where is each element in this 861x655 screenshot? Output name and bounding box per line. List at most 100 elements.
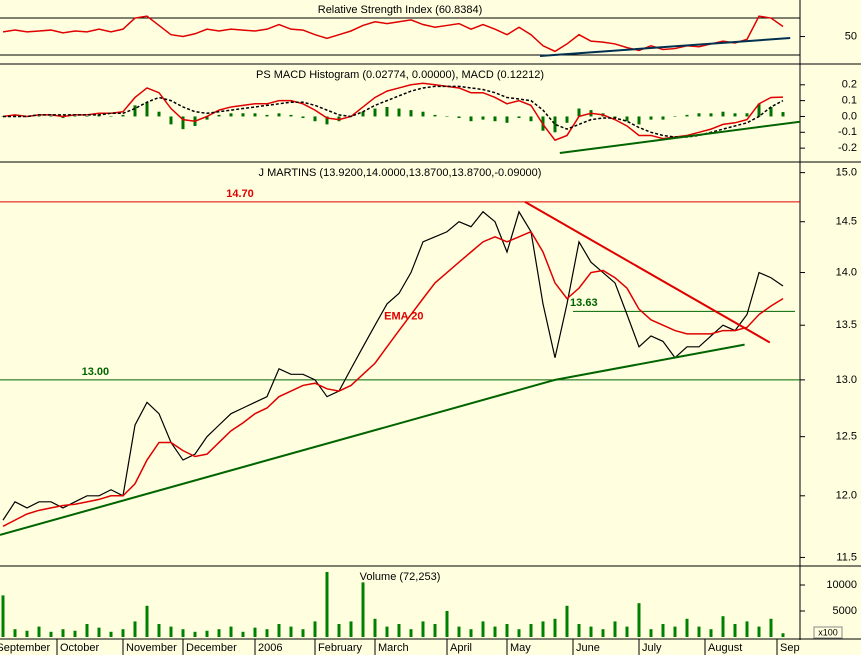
bar xyxy=(589,626,593,637)
bar xyxy=(733,623,737,637)
bar xyxy=(253,627,257,637)
bar xyxy=(265,114,269,117)
bar xyxy=(769,106,773,117)
bar xyxy=(541,621,545,637)
bar xyxy=(229,113,233,117)
bar xyxy=(337,116,341,122)
y-tick-label: 14.5 xyxy=(836,216,857,228)
bar xyxy=(397,108,401,117)
bar xyxy=(145,102,149,117)
bar xyxy=(649,629,653,637)
bar xyxy=(133,621,137,637)
bar xyxy=(433,623,437,637)
bar xyxy=(697,113,701,117)
bar xyxy=(289,626,293,637)
y-tick-label: 0.2 xyxy=(842,79,857,91)
x-tick-label: July xyxy=(642,642,662,654)
bar xyxy=(277,623,281,637)
y-tick-label: 13.0 xyxy=(836,374,857,386)
trend-line xyxy=(0,343,745,536)
panel-title: Volume (72,253) xyxy=(360,571,441,583)
bar xyxy=(781,112,785,117)
bar xyxy=(685,114,689,117)
y-tick-label: 0.1 xyxy=(842,95,857,107)
panel xyxy=(0,201,800,536)
bar xyxy=(49,631,53,637)
bar xyxy=(49,116,53,117)
bar xyxy=(577,623,581,637)
bar xyxy=(385,106,389,117)
bar xyxy=(493,626,497,637)
bar xyxy=(289,114,293,117)
bar xyxy=(241,631,245,637)
bar xyxy=(301,116,305,119)
panel xyxy=(0,15,800,57)
bar xyxy=(733,113,737,117)
series-line xyxy=(2,210,784,521)
bar xyxy=(445,610,449,637)
bar xyxy=(385,626,389,637)
bar xyxy=(25,630,29,637)
bar xyxy=(349,621,353,637)
bar xyxy=(373,618,377,637)
bar xyxy=(157,623,161,637)
x-tick-label: February xyxy=(318,642,363,654)
bar xyxy=(673,626,677,637)
x-tick-label: March xyxy=(378,642,409,654)
bar xyxy=(601,629,605,637)
bar xyxy=(313,116,317,122)
bar xyxy=(421,621,425,637)
bar xyxy=(97,627,101,637)
bar xyxy=(517,116,521,119)
bar xyxy=(517,629,521,637)
x-tick-label: June xyxy=(576,642,600,654)
bar xyxy=(229,626,233,637)
panel-title: PS MACD Histogram (0.02774, 0.00000), MA… xyxy=(256,69,544,81)
bar xyxy=(625,116,629,122)
bar xyxy=(445,116,449,117)
bar xyxy=(649,116,653,120)
level-label: 13.00 xyxy=(82,366,110,378)
bar xyxy=(529,623,533,637)
y-tick-label: 13.5 xyxy=(836,319,857,331)
series-line xyxy=(3,85,784,138)
bar xyxy=(121,629,125,637)
series-line xyxy=(2,82,784,142)
trend-line xyxy=(524,201,771,344)
bar xyxy=(685,618,689,637)
x-tick-label: 2006 xyxy=(258,642,282,654)
bar xyxy=(721,616,725,637)
bar xyxy=(193,631,197,637)
bar xyxy=(205,630,209,637)
x-tick-label: September xyxy=(780,642,834,654)
bar xyxy=(217,114,221,117)
bar xyxy=(661,116,665,120)
bar xyxy=(697,626,701,637)
bar xyxy=(565,605,569,637)
bar xyxy=(361,111,365,117)
bar xyxy=(613,621,617,637)
bar xyxy=(97,114,101,117)
bar xyxy=(73,630,77,637)
panel xyxy=(1,82,800,155)
bar xyxy=(613,116,617,119)
bar xyxy=(529,116,533,122)
level-label: 13.63 xyxy=(570,297,598,309)
bar xyxy=(781,633,785,637)
bar xyxy=(13,629,17,637)
bar xyxy=(109,631,113,637)
bar xyxy=(553,618,557,637)
bar xyxy=(637,116,641,125)
bar xyxy=(505,623,509,637)
bar xyxy=(253,113,257,117)
bar xyxy=(73,116,77,117)
y-tick-label: 10000 xyxy=(826,579,857,591)
series-line xyxy=(2,230,784,527)
bar xyxy=(673,116,677,117)
bar xyxy=(361,582,365,637)
bar xyxy=(181,116,185,130)
bar xyxy=(637,603,641,637)
x-tick-label: May xyxy=(510,642,531,654)
